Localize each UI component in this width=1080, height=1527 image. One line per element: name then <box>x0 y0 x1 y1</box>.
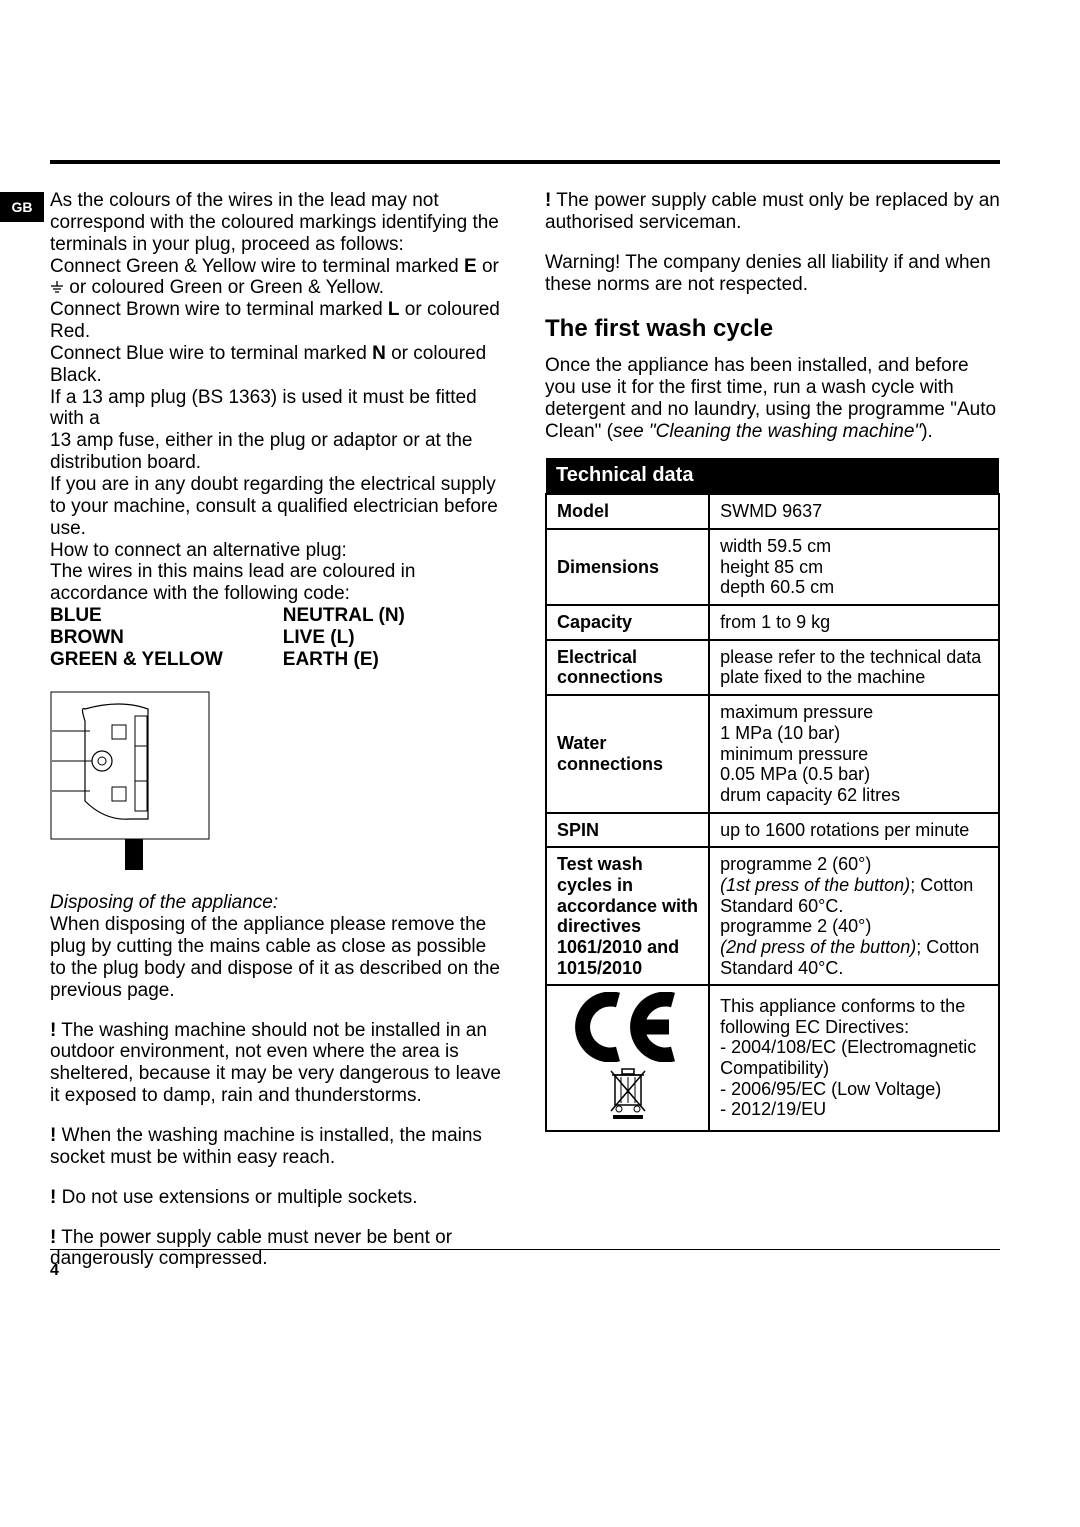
tech-header: Technical data <box>546 458 999 494</box>
right-column: ! The power supply cable must only be re… <box>545 190 1000 1270</box>
fuse-text-2: 13 amp fuse, either in the plug or adapt… <box>50 430 505 474</box>
tech-model-label: Model <box>546 494 709 529</box>
tech-capacity-value: from 1 to 9 kg <box>709 605 999 640</box>
liability-disclaimer: Warning! The company denies all liabilit… <box>545 252 1000 296</box>
earth-symbol-icon <box>50 281 64 295</box>
tech-ce-value: This appliance conforms to the following… <box>709 985 999 1130</box>
tech-water-label: Water connections <box>546 695 709 812</box>
wire-conn-earth: Connect Green & Yellow wire to terminal … <box>50 256 505 300</box>
altplug-heading: How to connect an alternative plug: <box>50 540 505 562</box>
code-live: LIVE (L) <box>283 627 405 649</box>
text: or <box>477 256 499 277</box>
tech-capacity-label: Capacity <box>546 605 709 640</box>
wire-intro: As the colours of the wires in the lead … <box>50 190 505 256</box>
text: Connect Brown wire to terminal marked <box>50 299 388 320</box>
terminal-l: L <box>388 299 400 320</box>
warning-cable-replace: ! The power supply cable must only be re… <box>545 190 1000 234</box>
text: Connect Blue wire to terminal marked <box>50 343 372 364</box>
text-italic: (2nd press of the button) <box>720 937 916 957</box>
text: programme 2 (40°) <box>720 916 871 936</box>
text-italic: see "Cleaning the washing machine" <box>613 421 921 442</box>
bottom-divider <box>50 1249 1000 1251</box>
tech-testwash-label: Test wash cycles in accordance with dire… <box>546 847 709 985</box>
altplug-text: The wires in this mains lead are coloure… <box>50 561 505 605</box>
terminal-e: E <box>464 256 477 277</box>
text: or coloured Green or Green & Yellow. <box>64 277 384 298</box>
text: programme 2 (60°) <box>720 854 871 874</box>
code-earth: EARTH (E) <box>283 649 405 671</box>
code-brown: BROWN <box>50 627 223 649</box>
text-italic: (1st press of the button) <box>720 875 910 895</box>
code-green-yellow: GREEN & YELLOW <box>50 649 223 671</box>
language-tab: GB <box>0 192 44 222</box>
terminal-n: N <box>372 343 386 364</box>
dispose-body: When disposing of the appliance please r… <box>50 914 505 1001</box>
page-number: 4 <box>50 1262 59 1280</box>
first-wash-heading: The first wash cycle <box>545 315 1000 343</box>
tech-water-value: maximum pressure 1 MPa (10 bar) minimum … <box>709 695 999 812</box>
warning-extensions: ! Do not use extensions or multiple sock… <box>50 1187 505 1209</box>
tech-spin-value: up to 1600 rotations per minute <box>709 813 999 848</box>
ce-mark-icon <box>573 992 683 1062</box>
tech-testwash-value: programme 2 (60°) (1st press of the butt… <box>709 847 999 985</box>
weee-bin-icon <box>607 1067 649 1119</box>
text: Connect Green & Yellow wire to terminal … <box>50 256 464 277</box>
plug-diagram <box>50 691 505 877</box>
tech-ce-icons <box>546 985 709 1130</box>
code-blue: BLUE <box>50 605 223 627</box>
tech-spin-label: SPIN <box>546 813 709 848</box>
warning-outdoor: ! The washing machine should not be inst… <box>50 1020 505 1107</box>
wire-conn-neutral: Connect Blue wire to terminal marked N o… <box>50 343 505 387</box>
wire-code-table: BLUE BROWN GREEN & YELLOW NEUTRAL (N) LI… <box>50 605 505 671</box>
text: ). <box>921 421 933 442</box>
left-column: As the colours of the wires in the lead … <box>50 190 505 1270</box>
tech-dimensions-value: width 59.5 cm height 85 cm depth 60.5 cm <box>709 529 999 605</box>
tech-model-value: SWMD 9637 <box>709 494 999 529</box>
technical-data-table: Technical data Model SWMD 9637 Dimension… <box>545 458 1000 1131</box>
tech-electrical-label: Electrical connections <box>546 640 709 695</box>
doubt-text: If you are in any doubt regarding the el… <box>50 474 505 540</box>
tech-dimensions-label: Dimensions <box>546 529 709 605</box>
tech-electrical-value: please refer to the technical data plate… <box>709 640 999 695</box>
warning-socket: ! When the washing machine is installed,… <box>50 1125 505 1169</box>
fuse-text-1: If a 13 amp plug (BS 1363) is used it mu… <box>50 387 505 431</box>
dispose-heading: Disposing of the appliance: <box>50 892 505 914</box>
top-divider <box>50 160 1000 164</box>
code-neutral: NEUTRAL (N) <box>283 605 405 627</box>
wire-conn-live: Connect Brown wire to terminal marked L … <box>50 299 505 343</box>
first-wash-text: Once the appliance has been installed, a… <box>545 355 1000 442</box>
